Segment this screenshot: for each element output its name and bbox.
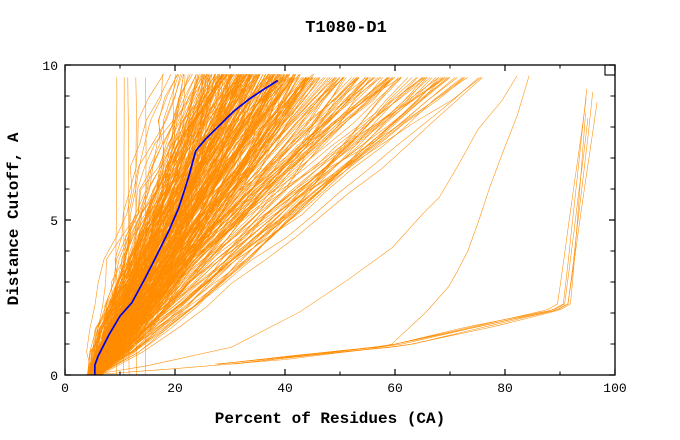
svg-text:10: 10 bbox=[42, 59, 58, 74]
svg-text:0: 0 bbox=[61, 381, 69, 396]
svg-text:60: 60 bbox=[387, 381, 403, 396]
svg-text:40: 40 bbox=[277, 381, 293, 396]
svg-text:0: 0 bbox=[50, 369, 58, 384]
svg-text:5: 5 bbox=[50, 214, 58, 229]
svg-text:80: 80 bbox=[497, 381, 513, 396]
svg-text:T1080-D1: T1080-D1 bbox=[305, 19, 387, 38]
svg-text:Percent of Residues (CA): Percent of Residues (CA) bbox=[215, 410, 445, 428]
svg-text:20: 20 bbox=[167, 381, 183, 396]
svg-text:Distance Cutoff, A: Distance Cutoff, A bbox=[5, 132, 23, 305]
svg-text:100: 100 bbox=[603, 381, 626, 396]
